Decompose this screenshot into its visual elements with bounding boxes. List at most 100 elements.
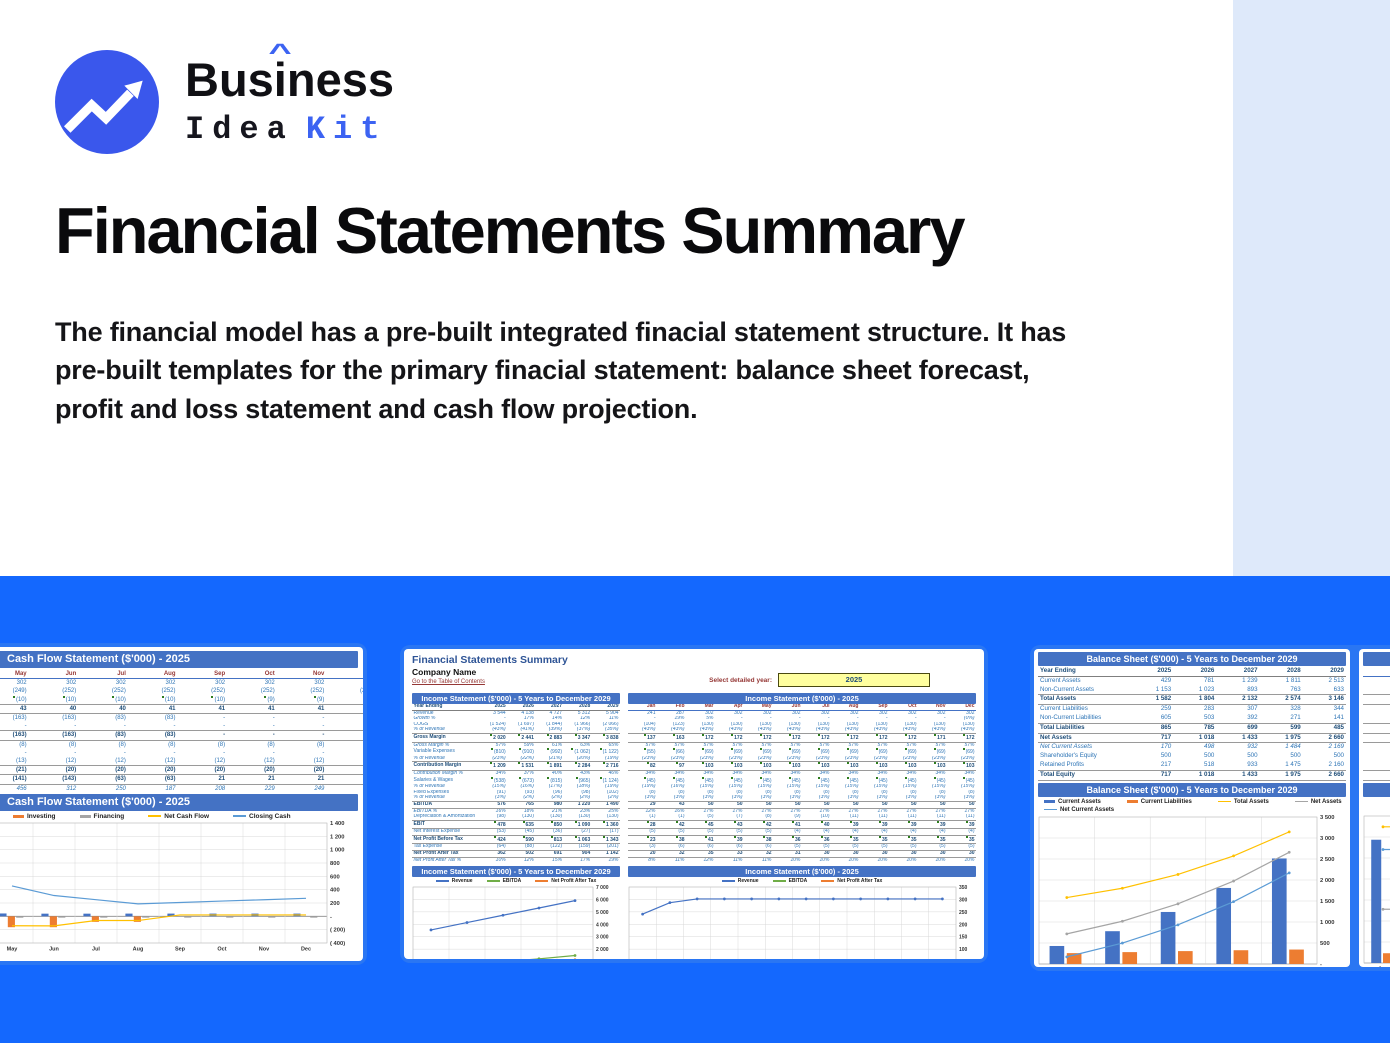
is5-table-title: Income Statement ($'000) - 5 Years to De… <box>412 693 620 704</box>
table-row: Retained Profits 217 518 933 1 475 2 160 <box>1040 760 1344 768</box>
legend-item: Revenue <box>435 878 473 884</box>
legend-swatch <box>1294 800 1308 803</box>
svg-text:1 500: 1 500 <box>1320 899 1335 905</box>
year-select-box[interactable]: 2025 <box>778 673 930 687</box>
svg-text:Jul: Jul <box>92 946 100 952</box>
legend-swatch <box>148 815 162 818</box>
summary-screenshot-card: Financial Statements Summary Company Nam… <box>400 645 988 963</box>
table-row: Contribution Margin % 34% 37% 40% 43% 46% <box>413 770 619 776</box>
balance-monthly-chart-title <box>1363 782 1390 797</box>
table-row: Fixed Expenses (91) (93) (96) (98) (102) <box>413 789 619 795</box>
legend-label: Closing Cash <box>249 812 291 820</box>
table-row: Non-Current Liabilities 605 503 392 271 141 <box>1040 713 1344 721</box>
legend-item: Net Profit After Tax <box>821 878 882 884</box>
col-header: Nov <box>276 670 327 680</box>
col-header: Nov <box>918 704 947 711</box>
cashflow-panel: Cash Flow Statement ($'000) - 2025 May Ju… <box>0 647 363 961</box>
legend-item: Total Assets <box>1217 799 1269 805</box>
svg-text:3 000: 3 000 <box>596 935 609 941</box>
table-row: Salaries & Wages (538) (673) (815) (965) (1 1… <box>413 776 619 784</box>
svg-text:Oct: Oct <box>217 946 226 952</box>
col-header: Sep <box>860 704 889 711</box>
cashflow-table: MayJunJulAugSepOctNovDec3023023023023023… <box>0 670 363 793</box>
legend-swatch <box>233 815 247 818</box>
balance-monthly-table-title <box>1363 652 1390 666</box>
svg-text:3 500: 3 500 <box>1320 815 1335 821</box>
header-row: Jan <box>1363 667 1390 677</box>
table-row: 692 <box>1363 714 1390 723</box>
legend-label: EBITDA <box>788 878 808 885</box>
table-row: Total Liabilities 865 785 699 599 485 <box>1038 722 1346 734</box>
col-label: Year Ending <box>412 704 479 711</box>
legend-swatch <box>535 880 549 883</box>
col-header: 2026 <box>507 704 536 711</box>
table-row: -19% 5% - - - - - - - - (0%) <box>653 716 975 722</box>
col-header: Jan <box>1363 667 1390 677</box>
table-row: 1 174 <box>1363 676 1390 685</box>
legend-item: Net Assets <box>1294 799 1342 805</box>
legend-swatch <box>13 814 24 819</box>
select-year-label: Select detailed year: <box>709 676 772 684</box>
table-row: Current Assets 429 781 1 239 1 811 2 513 <box>1040 676 1344 684</box>
table-row: 124 <box>1363 686 1390 695</box>
col-header: Jul <box>802 704 831 711</box>
year-selector: Select detailed year: 2025 <box>709 667 930 693</box>
col-header: 2027 <box>1216 667 1260 677</box>
table-row: (43%) (43%) (43%) (43%) (43%) (43%) (43%) (43%)… <box>642 727 975 733</box>
table-row: (163)(163)(83)(83)---- <box>0 730 363 741</box>
is5-chart-legend: Revenue EBITDA Net Profit After Tax <box>412 878 620 884</box>
ism-chart-title: Income Statement ($'000) - 2025 <box>628 866 976 878</box>
table-row: 512 <box>1363 769 1390 781</box>
cashflow-chart-legend: Investing Financing Net Cash Flow Closing C… <box>13 813 358 820</box>
table-row: Variable Expenses (810) (910) (992) (1 062)(… <box>413 748 619 756</box>
svg-text:7 000: 7 000 <box>596 885 609 891</box>
table-row: 137 163 172 172 172 172 172 172 172 172 171 172 <box>628 732 976 743</box>
col-header: 2025 <box>1130 667 1174 677</box>
table-row: (163)(163)(83)(83)---- <box>12 715 325 722</box>
svg-text:Jan: Jan <box>1378 966 1388 967</box>
col-header: Jun <box>28 670 79 680</box>
ism-chart-legend: Revenue EBITDA Net Profit After Tax <box>628 878 976 884</box>
svg-text:2 500: 2 500 <box>1320 857 1335 863</box>
table-row: 34% 34% 34% 34% 34% 34% 34% 34% 34% 34% 34% 34% <box>645 770 975 776</box>
is5-chart-title: Income Statement ($'000) - 5 Years to De… <box>412 866 620 878</box>
col-header: 2025 <box>479 704 508 711</box>
header-row: Jan Feb Mar Apr May Jun Jul Aug Sep Oct Nov Dec <box>628 704 976 711</box>
col-header: Jul <box>78 670 128 680</box>
income-statement-monthly-table: Jan Feb Mar Apr May Jun Jul Aug Sep Oct Nov Dec 241 2… <box>628 704 976 863</box>
toc-link[interactable]: Go to the Table of Contents <box>412 679 485 685</box>
legend-label: Revenue <box>737 878 759 885</box>
col-header: Jun <box>773 704 802 711</box>
table-row: EBIT 478 635 850 1 090 1 360 <box>412 819 620 830</box>
ism-table-title: Income Statement ($'000) - 2025 <box>628 693 976 704</box>
table-row: 20 32 35 33 32 31 30 30 30 30 30 30 <box>628 850 976 858</box>
svg-text:600: 600 <box>330 874 340 880</box>
legend-label: Net Cash Flow <box>164 812 210 820</box>
table-row: (3) (6) (6) (6) (6) (5) (5) (5) (5) (5) (5) (5) <box>649 843 975 850</box>
table-row: 57% 57% 57% 57% 57% 57% 57% 57% 57% 57% 57% 57% <box>645 742 975 748</box>
trend-arrow-icon <box>55 50 159 154</box>
svg-text:800: 800 <box>330 861 340 867</box>
table-row: % of Revenue (3%) (2%) (2%) (2%) (2%) <box>413 795 619 801</box>
legend-swatch <box>772 880 786 883</box>
col-header: 2029 <box>591 704 620 711</box>
legend-label: Current Assets <box>1058 798 1101 805</box>
table-row: 456312250187208229249270 <box>16 785 325 792</box>
table-row: EBITDA 576 765 980 1 220 1 490 <box>412 800 620 809</box>
brand-name-top: Business <box>185 56 394 103</box>
table-row: EBITDA % 16% 18% 21% 23% 25% <box>413 808 619 814</box>
svg-text:Aug: Aug <box>133 946 144 952</box>
svg-text:300: 300 <box>959 898 968 904</box>
svg-text:1 400: 1 400 <box>330 821 345 827</box>
legend-swatch <box>486 880 500 883</box>
cashflow-chart: 1 400 1 200 1 000 800 600 400 200 - ( 200) ( 400)… <box>0 821 358 952</box>
table-row: Net Assets 717 1 018 1 433 1 975 2 660 <box>1038 732 1346 744</box>
legend-item: Closing Cash <box>233 813 291 820</box>
table-row: 500 <box>1363 752 1390 761</box>
legend-item: Revenue <box>721 878 759 885</box>
legend-label: Current Liabilities <box>1140 798 1192 805</box>
